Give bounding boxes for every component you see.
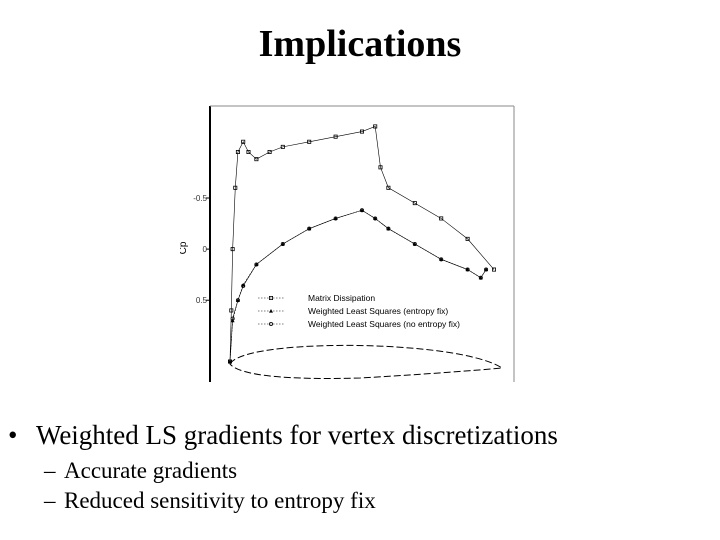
data-point xyxy=(307,139,312,144)
data-point xyxy=(235,150,240,155)
legend-label: Weighted Least Squares (entropy fix) xyxy=(308,306,448,316)
data-point xyxy=(484,267,489,272)
y-axis-label: Cp xyxy=(180,241,189,254)
data-point xyxy=(280,241,285,246)
sub-bullet-item: – Accurate gradients xyxy=(8,456,708,486)
sub-bullet-item: – Reduced sensitivity to entropy fix xyxy=(8,486,708,516)
data-point xyxy=(439,216,444,221)
cp-chart-svg: Cp -0.5 0 0.5 Matrix Dissipation Weighted L… xyxy=(178,105,515,382)
data-point xyxy=(241,139,246,144)
airfoil-outline xyxy=(229,344,504,379)
series-line xyxy=(229,209,487,362)
sub-bullet-marker: – xyxy=(44,488,56,513)
legend-label: Matrix Dissipation xyxy=(308,293,375,303)
data-point xyxy=(478,275,483,280)
data-point xyxy=(465,236,470,241)
y-tick-label: 0 xyxy=(203,245,208,254)
series-line xyxy=(229,126,495,362)
data-point xyxy=(359,129,364,134)
data-point xyxy=(484,267,489,272)
data-point xyxy=(439,257,444,262)
data-point xyxy=(412,201,417,206)
bullet-item: • Weighted LS gradients for vertex discre… xyxy=(8,418,708,452)
legend-label: Weighted Least Squares (no entropy fix) xyxy=(308,319,460,329)
data-point xyxy=(254,157,259,162)
slide-title: Implications xyxy=(258,23,462,65)
series-3 xyxy=(228,208,489,364)
data-point xyxy=(254,262,259,267)
data-point xyxy=(246,150,251,155)
sub-bullet-marker: – xyxy=(44,458,56,483)
data-point xyxy=(386,185,391,190)
data-point xyxy=(280,144,285,149)
data-point xyxy=(359,208,364,213)
data-point xyxy=(373,124,378,129)
y-tick-label: 0.5 xyxy=(196,296,208,305)
data-point xyxy=(307,226,312,231)
y-tick-label: -0.5 xyxy=(193,194,207,203)
data-point xyxy=(235,298,240,303)
series-line xyxy=(229,209,487,362)
data-point xyxy=(230,247,235,252)
data-point xyxy=(333,216,338,221)
data-point xyxy=(465,267,470,272)
data-point xyxy=(491,267,496,272)
cp-chart: Cp -0.5 0 0.5 Matrix Dissipation Weighted L… xyxy=(178,102,520,386)
data-point xyxy=(267,150,272,155)
data-point xyxy=(241,283,246,288)
data-point xyxy=(229,308,234,313)
bullet-text: Weighted LS gradients for vertex discret… xyxy=(36,420,558,450)
legend-marker xyxy=(269,309,273,313)
bullet-marker: • xyxy=(8,420,18,450)
bullet-list: • Weighted LS gradients for vertex discre… xyxy=(8,418,708,516)
data-point xyxy=(373,216,378,221)
data-point xyxy=(378,165,383,170)
series-1 xyxy=(228,124,496,364)
data-point xyxy=(230,316,235,321)
sub-bullet-text: Accurate gradients xyxy=(64,458,238,483)
data-point xyxy=(233,185,238,190)
data-point xyxy=(333,134,338,139)
legend-marker xyxy=(269,295,274,300)
data-point xyxy=(412,241,417,246)
series-2 xyxy=(228,208,489,364)
data-point xyxy=(386,226,391,231)
sub-bullet-text: Reduced sensitivity to entropy fix xyxy=(64,488,376,513)
legend-marker xyxy=(269,321,274,326)
